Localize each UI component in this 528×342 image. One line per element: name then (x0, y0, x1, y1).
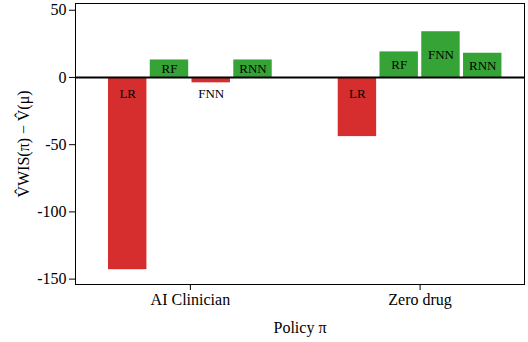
svg-text:-50: -50 (45, 136, 66, 153)
svg-text:FNN: FNN (428, 47, 455, 62)
svg-text:LR: LR (349, 86, 366, 101)
svg-text:V̂WIS(π) − V̂(μ): V̂WIS(π) − V̂(μ) (14, 90, 33, 197)
svg-text:AI Clinician: AI Clinician (151, 291, 231, 308)
svg-text:Policy π: Policy π (274, 319, 327, 337)
svg-text:RNN: RNN (469, 58, 497, 73)
svg-text:50: 50 (51, 1, 67, 18)
svg-text:FNN: FNN (198, 86, 225, 101)
svg-text:-100: -100 (37, 203, 66, 220)
svg-text:RNN: RNN (239, 61, 267, 76)
svg-text:Zero drug: Zero drug (388, 291, 452, 309)
svg-text:RF: RF (162, 61, 178, 76)
svg-text:0: 0 (59, 69, 67, 86)
svg-text:LR: LR (119, 86, 136, 101)
svg-text:RF: RF (391, 57, 407, 72)
svg-text:-150: -150 (37, 270, 66, 287)
